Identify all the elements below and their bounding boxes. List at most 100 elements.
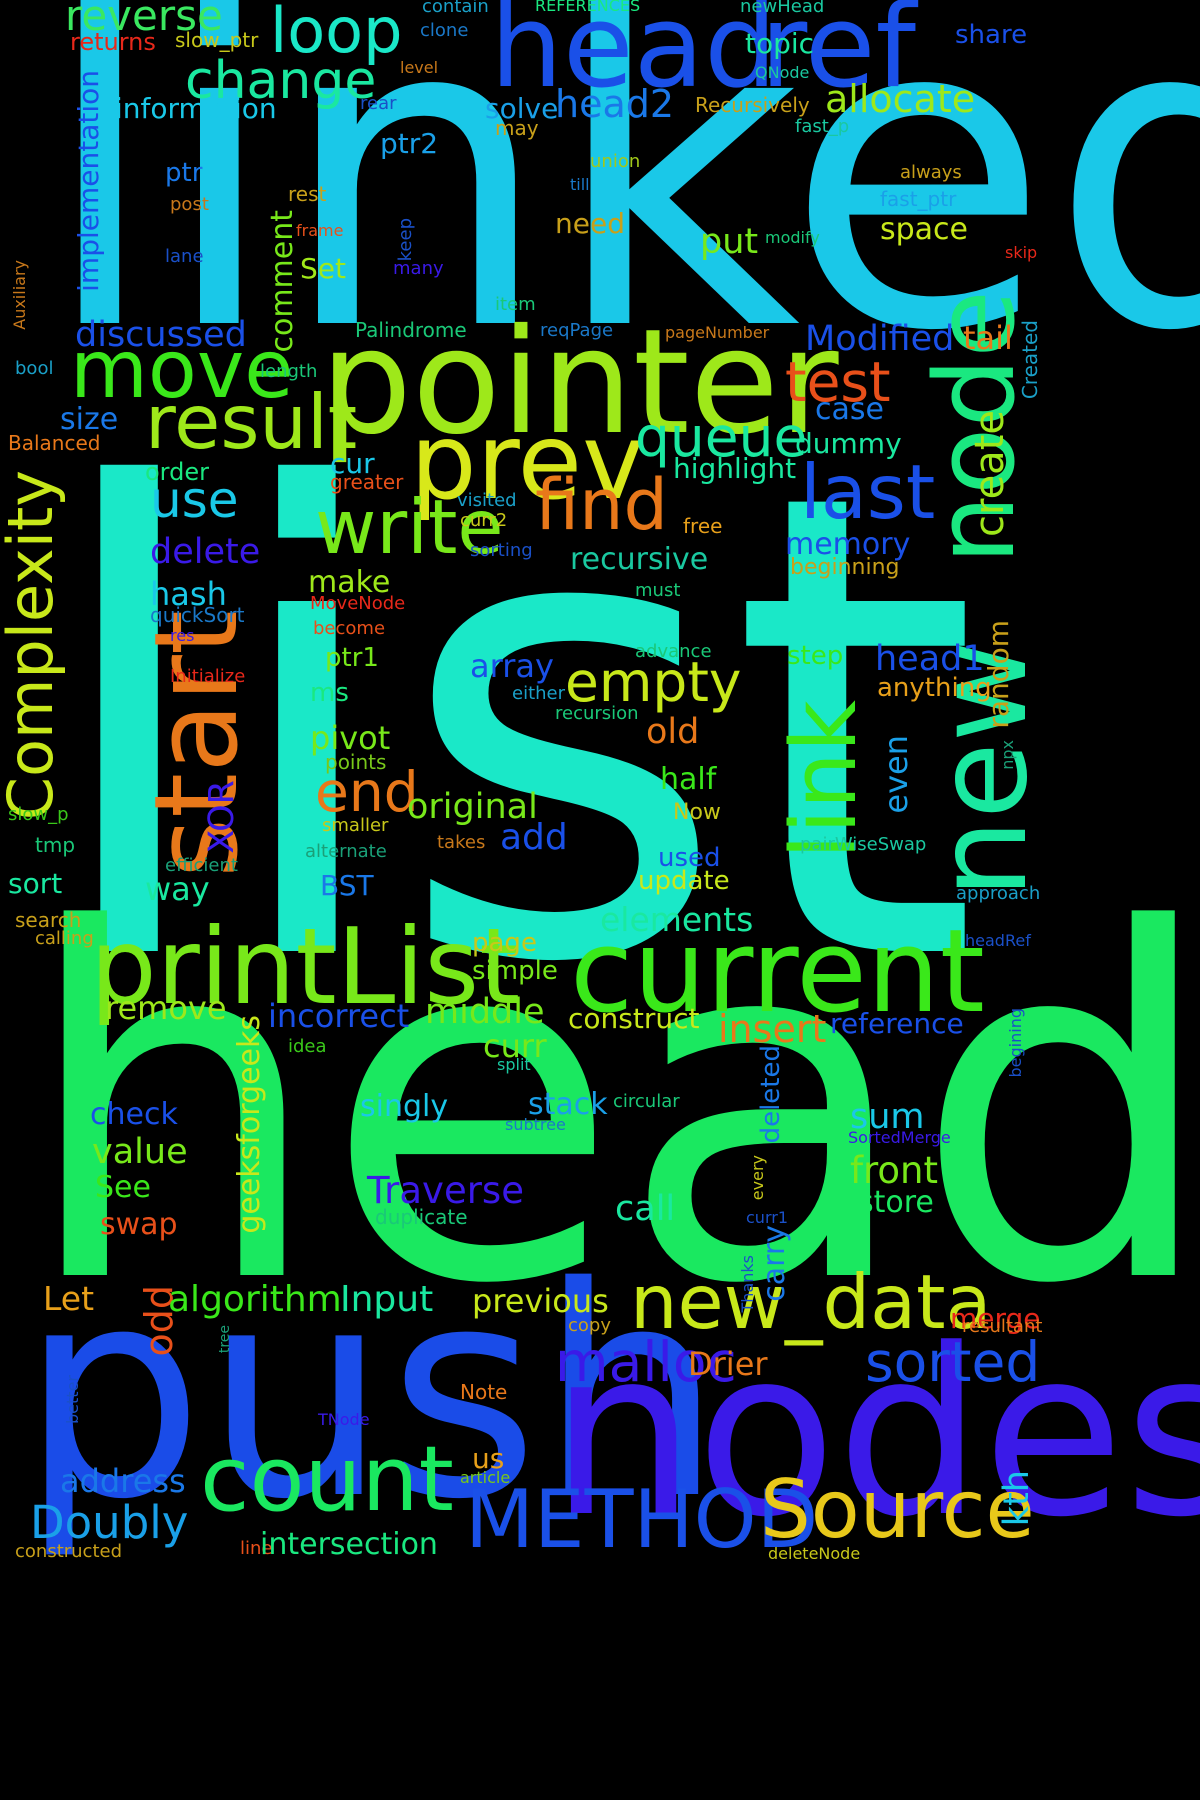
word-find: find <box>535 464 668 546</box>
word-till: till <box>570 175 590 194</box>
word-push: push <box>20 1226 723 1563</box>
word-may: may <box>495 116 539 140</box>
word-sorting: sorting <box>470 540 533 561</box>
word-line: line <box>240 1538 273 1559</box>
word-recursive: recursive <box>570 542 709 577</box>
word-simple: simple <box>472 956 558 986</box>
word-test: test <box>785 350 891 414</box>
word-reverse: reverse <box>65 0 223 40</box>
word-loop: loop <box>270 0 403 67</box>
word-delete: delete <box>150 532 261 572</box>
word-rear: rear <box>360 93 397 114</box>
word-change: change <box>185 51 377 111</box>
word-random: random <box>982 620 1015 729</box>
word-new-data: new_data <box>630 1258 992 1346</box>
word-tail: tail <box>963 319 1013 357</box>
word-doubly: Doubly <box>30 1496 189 1549</box>
word-add: add <box>500 817 568 858</box>
word-bool: bool <box>15 358 54 379</box>
word-tmp: tmp <box>35 833 76 857</box>
word-prev: prev <box>410 401 645 523</box>
word-item: item <box>495 294 536 315</box>
word-intersection: intersection <box>260 1527 438 1562</box>
word-circular: circular <box>613 1091 680 1112</box>
word-nodes: nodes <box>550 1301 1200 1568</box>
word-merge: merge <box>950 1302 1041 1335</box>
word-incorrect: incorrect <box>268 997 410 1035</box>
word-approach: approach <box>956 883 1041 904</box>
word-free: free <box>683 514 723 538</box>
word-modified: Modified <box>805 319 955 359</box>
word-way: way <box>145 870 210 908</box>
word-article: article <box>460 1468 511 1487</box>
word-points: points <box>325 750 387 774</box>
word-old: old <box>646 712 700 752</box>
word-tnode: TNode <box>318 1410 370 1429</box>
word-used: used <box>658 843 721 873</box>
word-ms: ms <box>310 678 349 708</box>
word-construct: construct <box>568 1002 700 1035</box>
word-array: array <box>470 647 554 685</box>
word-geeksforgeeks: geeksforgeeks <box>232 1015 267 1234</box>
word-carry: carry <box>757 1225 792 1302</box>
word-takes: takes <box>437 832 486 853</box>
word-idea: idea <box>288 1036 327 1057</box>
word-now: Now <box>673 800 721 825</box>
word-deleted: deleted <box>756 1045 786 1144</box>
word-store: store <box>858 1185 934 1220</box>
word-always: always <box>900 162 962 183</box>
word-empty: empty <box>565 650 742 714</box>
word-linked: linked <box>40 0 1200 425</box>
word-thanks: Thanks <box>738 1255 757 1313</box>
word-must: must <box>635 580 681 601</box>
word-contain: contain <box>422 0 489 17</box>
word-post: post <box>170 194 209 215</box>
word-method: METHOD <box>465 1473 819 1566</box>
word-copy: copy <box>568 1315 611 1336</box>
word-even: even <box>877 735 915 814</box>
word-head1: head1 <box>875 639 985 679</box>
word-quicksort: quickSort <box>150 603 245 627</box>
word-make: make <box>308 565 391 600</box>
word-fast-ptr: fast_ptr <box>880 187 957 211</box>
word-case: case <box>815 392 884 427</box>
word-last: last <box>800 448 936 536</box>
word-highlight: highlight <box>673 452 797 485</box>
word-sortedmerge: SortedMerge <box>848 1128 951 1147</box>
word-length: length <box>260 361 318 382</box>
word-pagenumber: pageNumber <box>665 323 770 342</box>
word-split: split <box>497 1055 531 1074</box>
word-let: Let <box>43 1279 95 1318</box>
word-beginning: beginning <box>790 555 900 580</box>
word-list: list <box>40 357 980 1102</box>
word-clone: clone <box>420 20 469 41</box>
word-previous: previous <box>472 1282 609 1320</box>
word-ptr: ptr <box>165 158 203 188</box>
word-xor: XOR <box>202 780 242 854</box>
word-insert: insert <box>718 1007 827 1051</box>
word-tree: tree <box>217 1325 233 1354</box>
word-subtree: subtree <box>505 1115 566 1134</box>
word-newhead: newHead <box>740 0 825 17</box>
word-use: use <box>150 471 239 529</box>
word-page: page <box>472 928 537 958</box>
word-alternate: alternate <box>305 841 387 862</box>
word-create: create <box>967 410 1013 537</box>
word-anything: anything <box>877 673 992 703</box>
word-slow-p: slow_p <box>8 804 69 825</box>
word-remove: remove <box>105 989 227 1027</box>
word-balanced: Balanced <box>8 431 101 455</box>
word-printlist: printList <box>90 906 521 1028</box>
word-curr1: curr1 <box>746 1208 788 1227</box>
word-ptr1: ptr1 <box>325 643 379 673</box>
word-become: become <box>313 618 386 639</box>
word-smaller: smaller <box>322 815 389 836</box>
word-write: write <box>315 483 504 571</box>
word-references: REFERENCES <box>535 0 641 15</box>
word-move: move <box>70 323 294 416</box>
word-created: Created <box>1018 320 1042 400</box>
word-greater: greater <box>330 470 404 494</box>
word-order: order <box>145 458 209 486</box>
word-elements: elements <box>600 900 754 939</box>
